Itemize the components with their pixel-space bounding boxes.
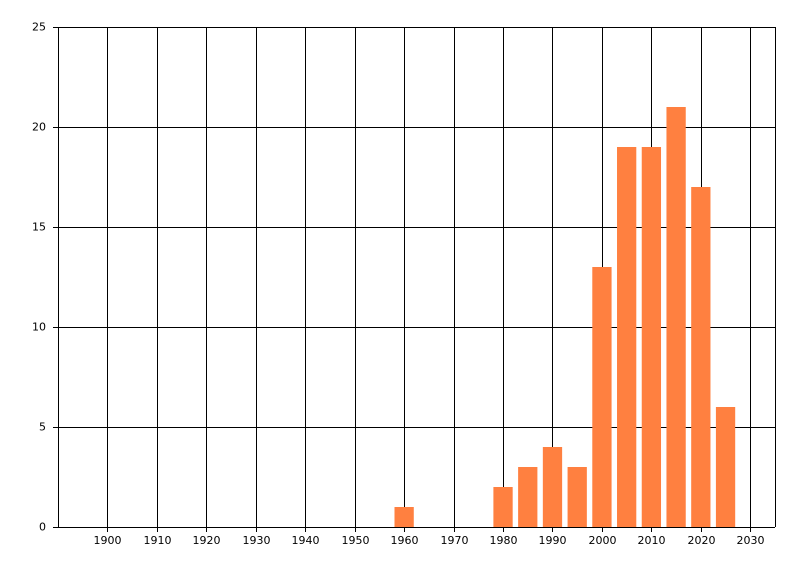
y-tick-label: 20 bbox=[32, 121, 46, 134]
x-tick-label: 1970 bbox=[441, 534, 469, 547]
x-tick-label: 2030 bbox=[737, 534, 765, 547]
y-tick-label: 5 bbox=[39, 421, 46, 434]
x-tick-label: 2000 bbox=[589, 534, 617, 547]
x-tick-label: 2010 bbox=[638, 534, 666, 547]
bar bbox=[542, 447, 563, 527]
x-tick-label: 1910 bbox=[144, 534, 172, 547]
bar bbox=[617, 147, 637, 527]
y-tick-label: 10 bbox=[32, 321, 46, 334]
bar bbox=[394, 507, 414, 527]
x-tick-label: 1960 bbox=[391, 534, 419, 547]
bar bbox=[518, 467, 538, 527]
x-tick-label: 1940 bbox=[292, 534, 320, 547]
bar bbox=[715, 407, 736, 527]
x-tick-label: 1950 bbox=[342, 534, 370, 547]
y-tick-label: 15 bbox=[32, 221, 46, 234]
x-tick-label: 1980 bbox=[490, 534, 518, 547]
y-tick-label: 0 bbox=[39, 521, 46, 534]
x-tick-label: 1900 bbox=[94, 534, 122, 547]
x-tick-label: 1990 bbox=[539, 534, 567, 547]
bar bbox=[592, 267, 612, 527]
bar bbox=[691, 187, 711, 527]
x-tick-label: 1920 bbox=[193, 534, 221, 547]
bar bbox=[567, 467, 587, 527]
bar bbox=[666, 107, 686, 527]
y-tick-label: 25 bbox=[32, 21, 46, 34]
bar bbox=[641, 147, 662, 527]
x-tick-label: 1930 bbox=[243, 534, 271, 547]
bar bbox=[493, 487, 513, 527]
x-tick-label: 2020 bbox=[688, 534, 716, 547]
